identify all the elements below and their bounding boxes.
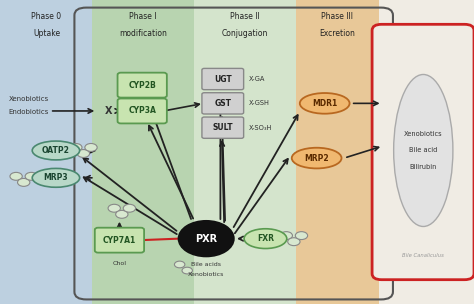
Text: CYP7A1: CYP7A1 [103,236,136,245]
Text: PXR: PXR [195,234,217,244]
Ellipse shape [32,141,80,160]
Circle shape [10,172,22,180]
Text: UGT: UGT [214,74,232,84]
Text: Conjugation: Conjugation [222,29,268,38]
Circle shape [174,261,185,268]
FancyBboxPatch shape [118,73,167,98]
Text: Xenobiotics: Xenobiotics [404,131,443,137]
Circle shape [295,232,308,240]
Text: GST: GST [214,99,231,108]
Text: Uptake: Uptake [33,29,60,38]
Text: Bile acid: Bile acid [409,147,438,154]
Text: Xenobiotics: Xenobiotics [188,272,224,277]
FancyBboxPatch shape [372,24,474,280]
Text: SULT: SULT [212,123,233,132]
Text: MRP3: MRP3 [44,173,68,182]
Text: CYP3A: CYP3A [128,106,156,116]
Text: OATP2: OATP2 [42,146,70,155]
Text: Bilirubin: Bilirubin [410,164,437,170]
Circle shape [108,204,120,212]
FancyBboxPatch shape [202,68,244,90]
Text: Endobiotics: Endobiotics [8,109,49,115]
Circle shape [25,172,37,180]
Bar [92,0,194,304]
Text: X-GA: X-GA [248,76,265,82]
Bar [0,0,92,304]
Text: Phase I: Phase I [129,12,157,21]
Text: MRP2: MRP2 [304,154,329,163]
FancyBboxPatch shape [95,228,144,253]
Circle shape [123,204,136,212]
Circle shape [182,267,192,274]
Text: modification: modification [119,29,167,38]
Bar [379,0,474,304]
Text: Phase 0: Phase 0 [31,12,62,21]
Ellipse shape [292,148,341,168]
Text: Phase III: Phase III [321,12,354,21]
Circle shape [85,143,97,151]
Circle shape [77,150,90,157]
Text: CYP2B: CYP2B [128,81,156,90]
Text: FXR: FXR [257,234,274,243]
FancyBboxPatch shape [202,117,244,138]
Circle shape [280,232,292,240]
Ellipse shape [32,168,80,187]
Bar [296,0,379,304]
Text: Chol: Chol [112,261,127,266]
Text: MDR1: MDR1 [312,99,337,108]
Text: Bile Canaliculus: Bile Canaliculus [402,253,444,258]
Ellipse shape [244,229,287,249]
Ellipse shape [393,74,453,226]
Text: Xenobiotics: Xenobiotics [9,96,48,102]
Text: Bile acids: Bile acids [191,262,221,267]
Bar [194,0,296,304]
Text: X-SO₃H: X-SO₃H [248,125,272,131]
Text: Phase II: Phase II [230,12,260,21]
Ellipse shape [300,93,349,114]
FancyBboxPatch shape [118,98,167,123]
Circle shape [288,238,300,246]
Text: X-GSH: X-GSH [248,100,269,106]
Circle shape [179,221,234,256]
Circle shape [70,143,82,151]
Circle shape [116,210,128,218]
Text: Excretion: Excretion [319,29,356,38]
Circle shape [18,178,30,186]
Text: X: X [104,106,112,116]
FancyBboxPatch shape [202,93,244,114]
